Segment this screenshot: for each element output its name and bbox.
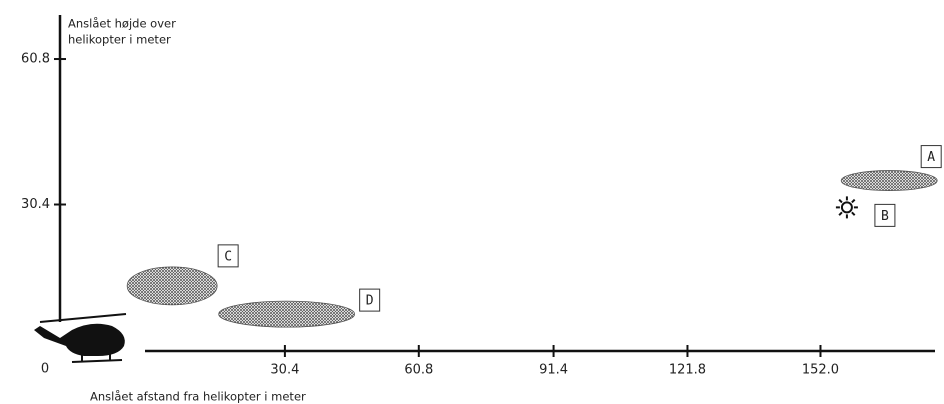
object-label: C [224, 249, 232, 264]
y-tick-label: 60.8 [21, 52, 50, 67]
object-blob [126, 266, 218, 306]
x-axis-title: Anslået afstand fra helikopter i meter [90, 390, 306, 404]
object-label: A [927, 150, 935, 165]
x-tick-label: 91.4 [539, 363, 568, 378]
y-axis-title: Anslået højde over [68, 17, 176, 31]
object-label: D [366, 294, 374, 309]
x-tick-label: 60.8 [404, 363, 433, 378]
y-axis-title: helikopter i meter [68, 33, 171, 47]
x-tick-label: 152.0 [802, 363, 839, 378]
helicopter-icon [34, 313, 127, 363]
x-tick-label: 121.8 [669, 363, 706, 378]
object-blob [840, 170, 938, 191]
y-tick-label: 30.4 [21, 197, 50, 212]
x-tick-label: 30.4 [270, 363, 299, 378]
object-label: B [881, 209, 889, 224]
label-box [874, 203, 896, 227]
object-sun [835, 196, 858, 219]
label-box [359, 288, 381, 312]
label-box [217, 244, 239, 268]
label-box [920, 145, 942, 169]
origin-label: 0 [41, 362, 49, 377]
object-blob [218, 300, 356, 328]
